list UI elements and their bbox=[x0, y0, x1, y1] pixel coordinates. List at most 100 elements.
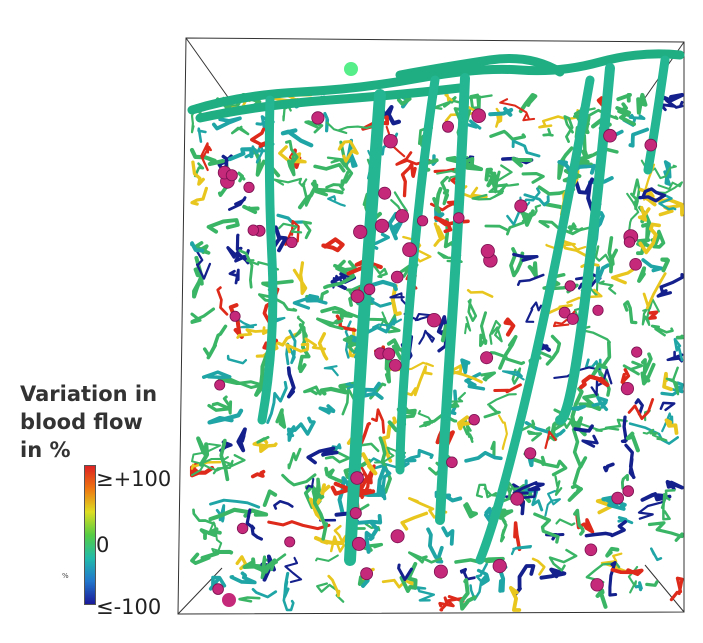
capillary-segment bbox=[254, 349, 270, 397]
capillary-segment bbox=[663, 160, 672, 186]
capillary-segment bbox=[193, 241, 211, 255]
legend-title-line-1: Variation in bbox=[20, 382, 158, 406]
capillary-segment bbox=[397, 563, 413, 582]
capillary-segment bbox=[539, 567, 567, 580]
capillary-segment bbox=[321, 237, 345, 253]
surface-vessel bbox=[187, 49, 685, 115]
capillary-segment bbox=[260, 555, 277, 580]
capillary-segment bbox=[273, 500, 294, 510]
capillary-segment bbox=[581, 434, 599, 448]
capillary-segment bbox=[647, 521, 684, 542]
capillary-segment bbox=[634, 581, 643, 592]
capillary-segment bbox=[660, 493, 671, 521]
capillary-segment bbox=[489, 351, 526, 366]
capillary-segment bbox=[400, 511, 429, 531]
capillary-segment bbox=[557, 146, 574, 180]
capillary-segment bbox=[418, 329, 435, 345]
capillary-segment bbox=[548, 548, 578, 572]
legend-title-line-2: blood flow bbox=[20, 410, 143, 434]
capillary-segment bbox=[292, 293, 328, 310]
capillary-segment bbox=[511, 367, 522, 385]
capillary-segment bbox=[395, 151, 431, 166]
surface-vessel bbox=[395, 54, 565, 80]
capillary-segment bbox=[216, 286, 229, 316]
capillary-segment bbox=[433, 222, 446, 247]
penetrating-vessel bbox=[435, 73, 470, 525]
capillary-segment bbox=[620, 473, 629, 490]
capillary-segment bbox=[318, 404, 336, 415]
capillary-segment bbox=[329, 524, 346, 553]
capillary-segment bbox=[493, 383, 522, 394]
capillary-segment bbox=[287, 447, 302, 470]
capillary-segment bbox=[509, 247, 525, 278]
capillary-segment bbox=[302, 220, 312, 240]
capillary-segment bbox=[484, 167, 498, 188]
legend-title-line-3: in % bbox=[20, 438, 71, 462]
capillary-segment bbox=[236, 427, 247, 453]
capillary-segment bbox=[636, 238, 651, 256]
cell-marker bbox=[564, 280, 576, 292]
cell-marker bbox=[623, 236, 636, 248]
colorbar-tick-max: ≥+100 bbox=[96, 467, 172, 491]
capillary-segment bbox=[208, 575, 227, 591]
capillary-segment bbox=[542, 128, 554, 137]
capillary-segment bbox=[236, 317, 258, 329]
capillary-segment bbox=[242, 204, 260, 215]
capillary-segment bbox=[281, 473, 317, 487]
capillary-segment bbox=[199, 527, 222, 540]
cell-marker bbox=[446, 456, 458, 469]
capillary-segment bbox=[595, 588, 608, 609]
capillary-segment bbox=[238, 249, 254, 289]
capillary-segment bbox=[278, 145, 307, 164]
capillary-segment bbox=[638, 222, 661, 255]
capillary-segment bbox=[441, 526, 455, 546]
capillary-segment bbox=[298, 179, 318, 210]
capillary-segment bbox=[342, 335, 365, 353]
capillary-segment bbox=[570, 386, 587, 437]
capillary-segment bbox=[345, 382, 358, 390]
capillary-segment bbox=[660, 257, 670, 273]
capillary-segment bbox=[595, 263, 610, 284]
capillary-segment bbox=[648, 310, 659, 320]
cell-marker bbox=[631, 346, 643, 358]
capillary-segment bbox=[361, 381, 384, 400]
cell-marker bbox=[433, 564, 448, 579]
capillary-segment bbox=[625, 431, 640, 453]
capillary-segment bbox=[315, 554, 339, 562]
capillary-segment bbox=[634, 398, 644, 416]
capillary-segment bbox=[206, 218, 240, 234]
capillary-segment bbox=[512, 252, 539, 262]
capillary-segment bbox=[294, 315, 305, 338]
capillary-segment bbox=[285, 329, 297, 366]
capillary-segment bbox=[610, 268, 635, 285]
capillary-segment bbox=[323, 365, 339, 377]
capillary-segment bbox=[200, 456, 232, 472]
cell-marker bbox=[590, 578, 604, 592]
cell-marker bbox=[350, 289, 365, 304]
capillary-segment bbox=[513, 521, 522, 552]
capillary-segment bbox=[460, 358, 471, 374]
capillary-segment bbox=[327, 195, 346, 207]
penetrating-vessel bbox=[257, 95, 278, 425]
capillary-segment bbox=[341, 387, 356, 416]
capillary-segment bbox=[673, 338, 684, 362]
capillary-segment bbox=[190, 460, 222, 470]
surface-vessel bbox=[195, 83, 465, 123]
cell-marker bbox=[471, 108, 487, 123]
capillary-segment bbox=[466, 289, 494, 298]
capillary-segment bbox=[453, 157, 484, 172]
capillary-segment bbox=[544, 430, 557, 450]
capillary-segment bbox=[191, 443, 222, 477]
capillary-segment bbox=[483, 404, 501, 419]
capillary-segment bbox=[637, 266, 647, 283]
cell-marker bbox=[214, 379, 226, 391]
capillary-segment bbox=[337, 139, 359, 163]
cell-marker bbox=[390, 529, 405, 544]
cell-marker bbox=[247, 224, 260, 236]
capillary-segment bbox=[190, 186, 208, 206]
capillary-segment bbox=[439, 596, 449, 612]
capillary-segment bbox=[432, 187, 443, 214]
capillary-segment bbox=[276, 213, 304, 225]
capillary-segment bbox=[326, 121, 379, 135]
